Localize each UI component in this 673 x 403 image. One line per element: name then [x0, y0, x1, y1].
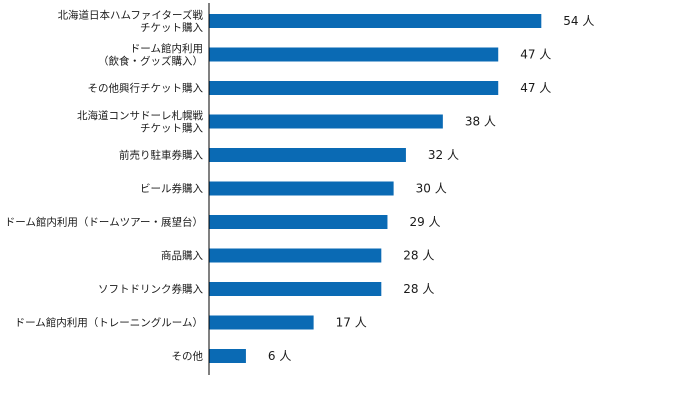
bar-10: [209, 315, 314, 330]
value-label-1: 54 人: [563, 14, 594, 28]
value-label-6: 30 人: [416, 182, 447, 196]
category-label-2-line-1: ドーム館内利用: [130, 42, 203, 55]
category-label-11-line-1: その他: [172, 350, 204, 363]
value-label-10: 17 人: [336, 316, 367, 330]
category-label-4-line-1: 北海道コンサドーレ札幌戦: [77, 109, 203, 122]
bar-4: [209, 114, 443, 129]
value-labels-group: 54 人 47 人 47 人 38 人 32 人 30 人 29 人 28 人 28 人 17 人…: [268, 14, 594, 363]
bar-6: [209, 181, 394, 196]
bar-9: [209, 282, 382, 296]
bar-2: [209, 47, 499, 62]
value-label-4: 38 人: [465, 115, 496, 129]
category-label-6-line-1: ビール券購入: [140, 182, 203, 195]
category-label-4-line-2: チケット購入: [140, 121, 203, 134]
value-label-8: 28 人: [403, 249, 434, 263]
bar-8: [209, 248, 382, 263]
bar-7: [209, 215, 388, 229]
category-label-10-line-1: ドーム館内利用（トレーニングルーム）: [15, 316, 203, 329]
value-label-11: 6 人: [268, 349, 291, 363]
bars-group: [209, 14, 542, 363]
value-label-2: 47 人: [520, 48, 551, 62]
category-label-3-line-1: その他興行チケット購入: [88, 82, 204, 95]
category-label-7-line-1: ドーム館内利用（ドームツアー・展望台）: [5, 216, 203, 229]
bar-3: [209, 81, 499, 95]
category-label-1-line-2: チケット購入: [140, 21, 203, 34]
bar-5: [209, 148, 406, 162]
category-label-2-line-2: （飲食・グッズ購入）: [98, 54, 203, 67]
value-label-3: 47 人: [520, 81, 551, 95]
value-label-5: 32 人: [428, 148, 459, 162]
category-label-9-line-1: ソフトドリンク券購入: [98, 283, 203, 296]
bar-1: [209, 14, 542, 28]
value-label-7: 29 人: [409, 215, 440, 229]
value-label-9: 28 人: [403, 282, 434, 296]
category-label-5-line-1: 前売り駐車券購入: [119, 149, 203, 162]
category-label-8-line-1: 商品購入: [161, 249, 203, 262]
bar-11: [209, 349, 246, 363]
category-label-1-line-1: 北海道日本ハムファイターズ戦: [58, 8, 204, 21]
category-labels-group: 北海道日本ハムファイターズ戦チケット購入ドーム館内利用（飲食・グッズ購入）その他…: [5, 8, 204, 362]
